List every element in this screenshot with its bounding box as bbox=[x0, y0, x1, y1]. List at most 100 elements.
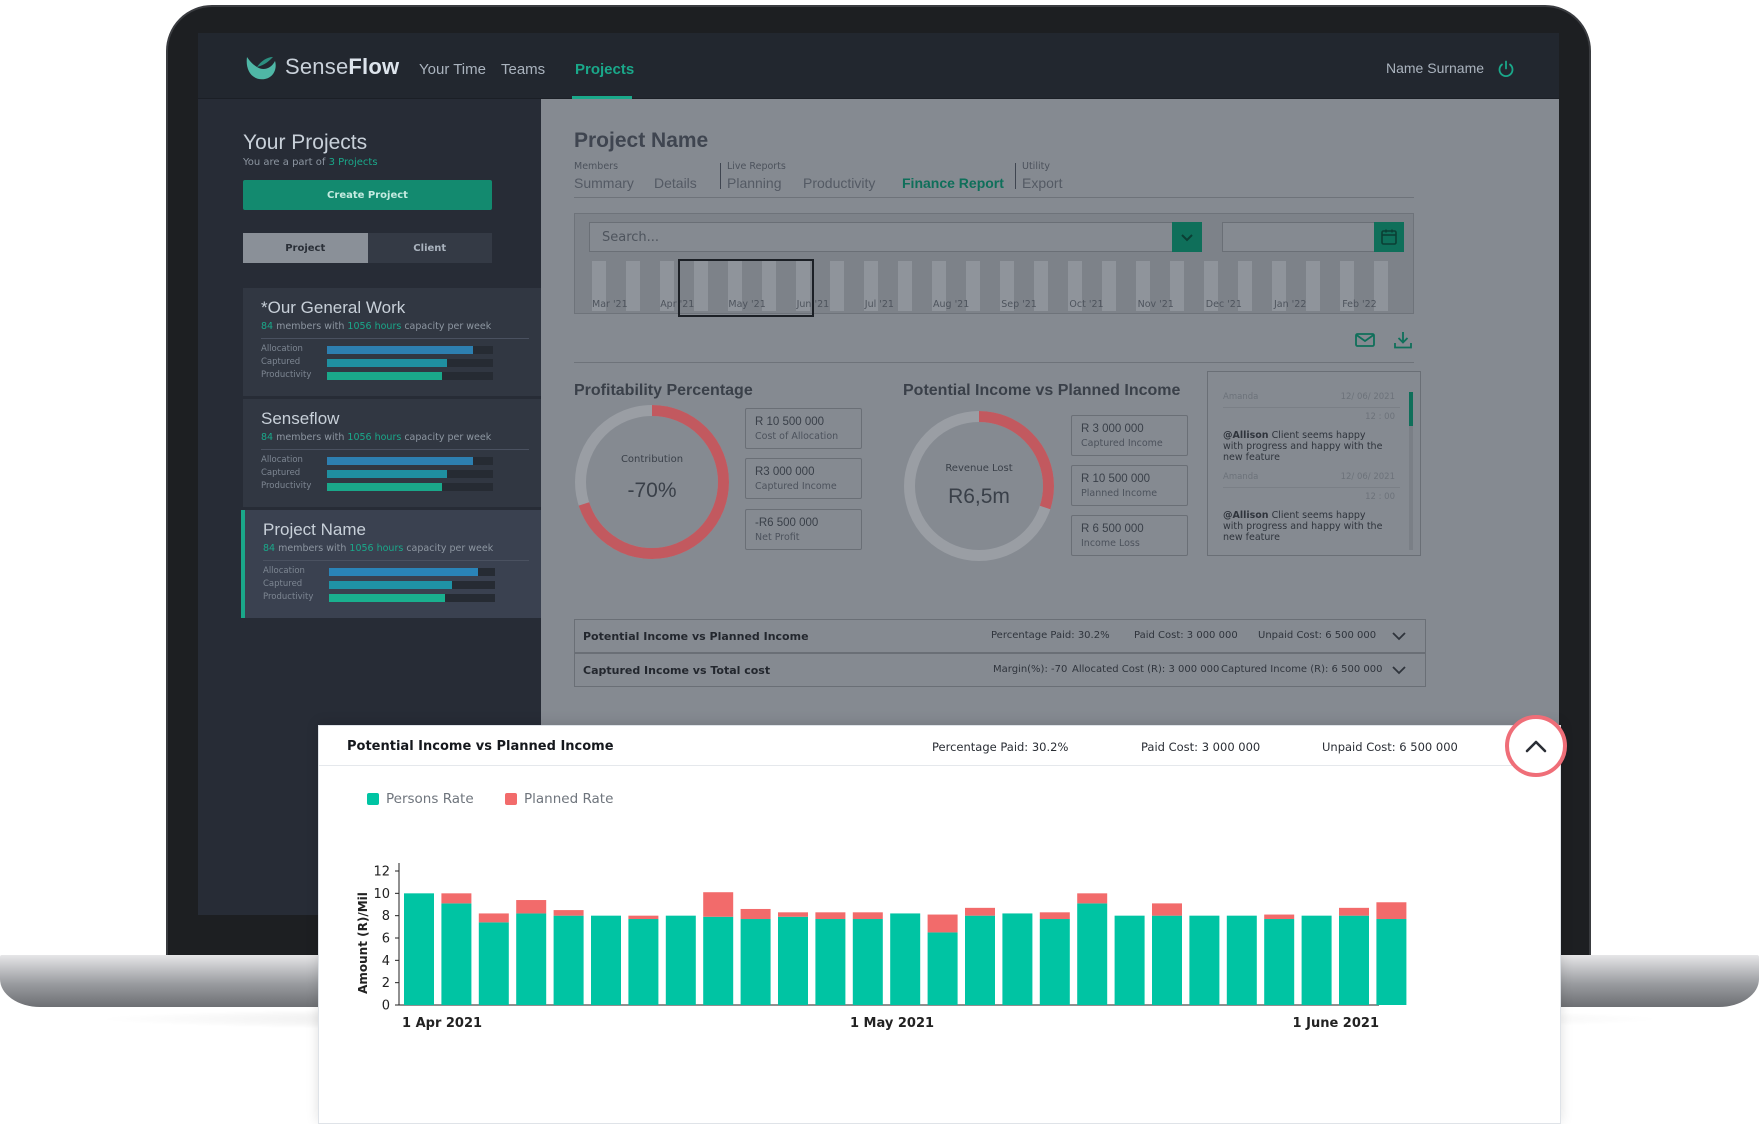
bar-planned-rate[interactable] bbox=[628, 915, 659, 920]
bar-planned-rate[interactable] bbox=[1152, 903, 1182, 916]
chevron-down-icon[interactable] bbox=[1391, 662, 1407, 678]
bar-persons-rate[interactable] bbox=[1189, 915, 1220, 1005]
bar-planned-rate[interactable] bbox=[516, 900, 547, 914]
nav-projects[interactable]: Projects bbox=[575, 61, 635, 78]
tab-details[interactable]: Details bbox=[654, 175, 697, 191]
bar-persons-rate[interactable] bbox=[1339, 915, 1369, 1005]
bar-planned-rate[interactable] bbox=[965, 907, 995, 916]
month-label[interactable]: May '21 bbox=[728, 299, 766, 310]
accordion-captured-income[interactable]: Captured Income vs Total cost Margin(%):… bbox=[574, 653, 1426, 687]
timeline-months[interactable]: Mar '21 Apr '21 May '21 Jun '21 Jul '21 Aug '… bbox=[589, 261, 1404, 311]
user-name[interactable]: Name Surname bbox=[1386, 60, 1485, 76]
month-label[interactable]: Aug '21 bbox=[933, 299, 970, 310]
month-label[interactable]: Oct '21 bbox=[1069, 299, 1104, 310]
collapse-button[interactable] bbox=[1505, 715, 1567, 777]
chevron-down-icon[interactable] bbox=[1391, 628, 1407, 644]
bar-planned-rate[interactable] bbox=[1077, 893, 1108, 904]
bar-persons-rate[interactable] bbox=[890, 913, 921, 1005]
month-label[interactable]: Apr '21 bbox=[660, 299, 695, 310]
bar-persons-rate[interactable] bbox=[1039, 919, 1070, 1005]
comment-mention[interactable]: @Allison bbox=[1223, 510, 1269, 521]
logo[interactable]: SenseFlow bbox=[243, 51, 399, 83]
bar-persons-rate[interactable] bbox=[778, 916, 808, 1005]
segment-client[interactable]: Client bbox=[367, 233, 492, 263]
bar-planned-rate[interactable] bbox=[740, 908, 771, 920]
timeline-range-selector[interactable] bbox=[678, 259, 814, 317]
bar-planned-rate[interactable] bbox=[927, 914, 958, 933]
tab-finance-report[interactable]: Finance Report bbox=[902, 175, 1004, 191]
month-label[interactable]: Dec '21 bbox=[1205, 299, 1242, 310]
bar-persons-rate[interactable] bbox=[553, 915, 584, 1005]
bar-persons-rate[interactable] bbox=[516, 913, 547, 1005]
bar-persons-rate[interactable] bbox=[1002, 913, 1033, 1005]
search-dropdown-button[interactable] bbox=[1172, 222, 1202, 252]
month-label[interactable]: Jan '22 bbox=[1274, 299, 1307, 310]
search-input[interactable]: Search... bbox=[589, 222, 1202, 252]
bar-persons-rate[interactable] bbox=[591, 915, 621, 1005]
tab-productivity[interactable]: Productivity bbox=[803, 175, 876, 191]
download-icon[interactable] bbox=[1392, 329, 1414, 351]
bar-persons-rate[interactable] bbox=[1226, 915, 1257, 1005]
month-label[interactable]: Feb '22 bbox=[1342, 299, 1377, 310]
bar-planned-rate[interactable] bbox=[553, 910, 584, 916]
bar-planned-rate[interactable] bbox=[815, 912, 846, 920]
bar-persons-rate[interactable] bbox=[852, 919, 883, 1005]
month-label[interactable]: Mar '21 bbox=[592, 299, 628, 310]
bar-planned-rate[interactable] bbox=[1264, 914, 1295, 920]
power-icon[interactable] bbox=[1496, 59, 1516, 79]
bar-persons-rate[interactable] bbox=[1077, 903, 1108, 1005]
month-label[interactable]: Sep '21 bbox=[1001, 299, 1037, 310]
bar-persons-rate[interactable] bbox=[1264, 919, 1295, 1005]
legend-persons-rate[interactable]: Persons Rate bbox=[367, 791, 474, 807]
bar-planned-rate[interactable] bbox=[441, 893, 472, 904]
mail-icon[interactable] bbox=[1354, 329, 1376, 351]
project-card[interactable]: Senseflow 84 members with 1056 hours capa… bbox=[243, 399, 541, 507]
bar-persons-rate[interactable] bbox=[1376, 919, 1407, 1005]
tab-planning[interactable]: Planning bbox=[727, 175, 782, 191]
bar-planned-rate[interactable] bbox=[852, 912, 883, 920]
bar-persons-rate[interactable] bbox=[927, 932, 958, 1005]
bar-persons-rate[interactable] bbox=[1152, 915, 1182, 1005]
month-label[interactable]: Nov '21 bbox=[1137, 299, 1174, 310]
stat-caption: Captured Income bbox=[755, 481, 837, 492]
bar-planned-rate[interactable] bbox=[1339, 907, 1369, 916]
bar-persons-rate[interactable] bbox=[478, 922, 509, 1005]
comment-mention[interactable]: @Allison bbox=[1223, 430, 1269, 441]
y-tick-label: 6 bbox=[382, 932, 390, 947]
bar-persons-rate[interactable] bbox=[815, 919, 846, 1005]
segment-project[interactable]: Project bbox=[243, 233, 368, 263]
bar-persons-rate[interactable] bbox=[1114, 915, 1145, 1005]
projects-count-link[interactable]: 3 Projects bbox=[328, 157, 378, 168]
bar-planned-rate[interactable] bbox=[1376, 902, 1407, 920]
bar-persons-rate[interactable] bbox=[965, 915, 995, 1005]
bar-planned-rate[interactable] bbox=[478, 913, 509, 923]
comments-scrollbar-thumb[interactable] bbox=[1409, 392, 1413, 426]
comments-panel[interactable]: Amanda 12/ 06/ 2021 12 : 00 @Allison Cli… bbox=[1207, 371, 1421, 556]
legend-planned-rate[interactable]: Planned Rate bbox=[505, 791, 613, 807]
project-card[interactable]: *Our General Work 84 members with 1056 ho… bbox=[243, 288, 541, 396]
create-project-button[interactable]: Create Project bbox=[243, 180, 492, 210]
bar-planned-rate[interactable] bbox=[1039, 912, 1070, 920]
bar-planned-rate[interactable] bbox=[703, 892, 734, 917]
nav-your-time[interactable]: Your Time bbox=[419, 61, 486, 78]
accordion-metric: Margin(%): -70 bbox=[993, 664, 1068, 675]
chart-card-header[interactable]: Potential Income vs Planned Income Perce… bbox=[319, 726, 1560, 766]
tab-summary[interactable]: Summary bbox=[574, 175, 634, 191]
date-input[interactable] bbox=[1222, 222, 1404, 252]
bar-persons-rate[interactable] bbox=[703, 916, 734, 1005]
bar-persons-rate[interactable] bbox=[628, 919, 659, 1005]
month-label[interactable]: Jul '21 bbox=[864, 299, 894, 310]
project-capacity: 84 members with 1056 hours capacity per … bbox=[261, 432, 491, 443]
bar-planned-rate[interactable] bbox=[778, 912, 808, 917]
accordion-potential-income[interactable]: Potential Income vs Planned Income Perce… bbox=[574, 619, 1426, 653]
bar-persons-rate[interactable] bbox=[441, 903, 472, 1005]
comments-scrollbar-track[interactable] bbox=[1409, 392, 1413, 550]
nav-teams[interactable]: Teams bbox=[501, 61, 546, 78]
bar-persons-rate[interactable] bbox=[1301, 915, 1332, 1005]
project-card[interactable]: Project Name 84 members with 1056 hours c… bbox=[241, 510, 541, 618]
bar-persons-rate[interactable] bbox=[740, 919, 771, 1005]
calendar-button[interactable] bbox=[1374, 222, 1404, 252]
tab-export[interactable]: Export bbox=[1022, 175, 1063, 191]
bar-persons-rate[interactable] bbox=[665, 915, 696, 1005]
bar-persons-rate[interactable] bbox=[404, 893, 434, 1005]
